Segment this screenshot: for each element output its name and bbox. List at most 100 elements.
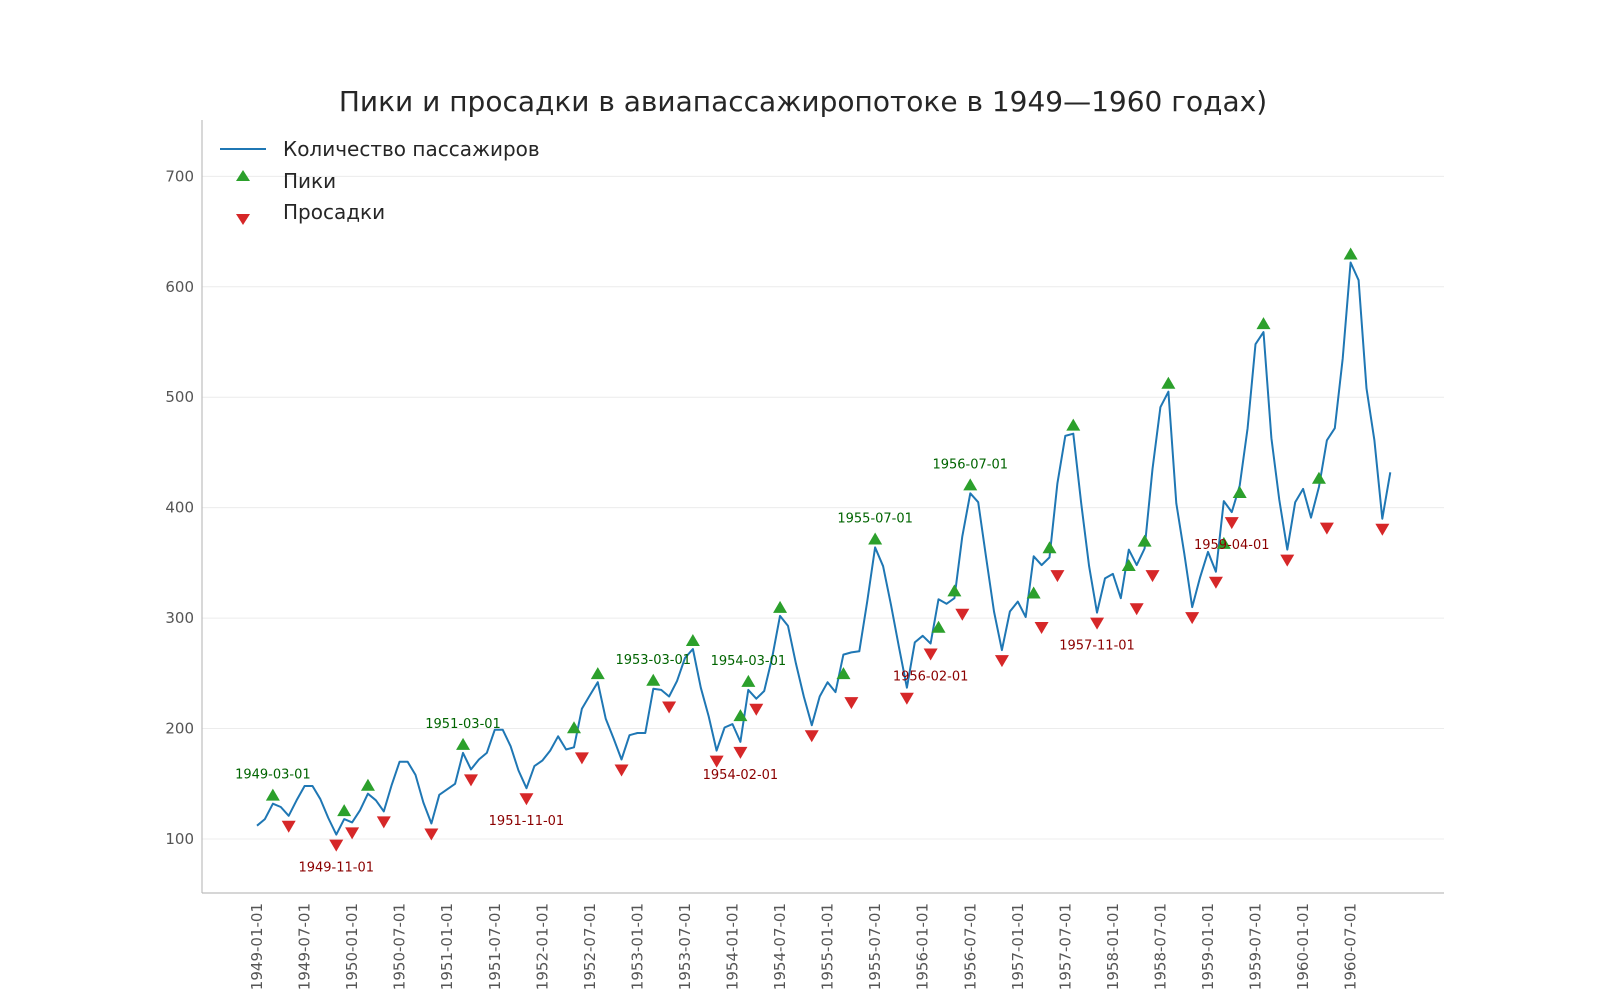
peak-annotation: 1953-03-01	[615, 653, 691, 668]
trough-marker	[574, 752, 589, 765]
trough-marker	[1375, 523, 1390, 536]
peak-marker	[1026, 586, 1041, 599]
y-tick-label: 400	[165, 499, 194, 517]
legend-label-peaks: Пики	[283, 169, 336, 193]
trough-marker	[899, 692, 914, 705]
peak-marker	[868, 532, 883, 545]
peak-marker	[360, 778, 375, 791]
y-tick-label: 200	[165, 720, 194, 738]
peak-marker	[1216, 536, 1231, 549]
peak-marker	[1343, 247, 1358, 260]
trough-marker	[1034, 622, 1049, 635]
x-tick-label: 1958-01-01	[1104, 903, 1122, 990]
trough-marker	[329, 839, 344, 852]
peak-marker	[646, 673, 661, 686]
y-axis-ticks: 100 200 300 400 500 600 700	[165, 167, 194, 848]
trough-marker	[955, 608, 970, 621]
trough-annotation: 1957-11-01	[1059, 639, 1135, 654]
peak-marker	[947, 584, 962, 597]
peak-marker	[1161, 376, 1176, 389]
y-tick-label: 300	[165, 609, 194, 627]
peak-marker	[590, 667, 605, 680]
y-tick-label: 600	[165, 278, 194, 296]
trough-marker	[1208, 576, 1223, 589]
chart-title: Пики и просадки в авиапассажиропотоке в …	[339, 85, 1267, 118]
annotations: 1949-03-01 1949-11-01 1951-03-01 1951-11-01…	[235, 457, 1269, 875]
x-tick-label: 1954-07-01	[771, 903, 789, 990]
x-tick-label: 1952-07-01	[581, 903, 599, 990]
trough-marker	[1050, 570, 1065, 583]
peak-marker	[963, 478, 978, 491]
x-tick-label: 1957-01-01	[1009, 903, 1027, 990]
x-tick-label: 1957-07-01	[1056, 903, 1074, 990]
trough-marker	[463, 774, 478, 787]
peak-annotation: 1956-07-01	[932, 457, 1008, 472]
trough-marker	[709, 755, 724, 768]
passenger-series	[256, 261, 1392, 836]
trough-annotation: 1954-02-01	[703, 768, 779, 783]
x-tick-label: 1960-07-01	[1342, 903, 1360, 990]
trough-marker	[994, 655, 1009, 668]
peak-marker	[265, 788, 280, 801]
x-tick-label: 1953-07-01	[676, 903, 694, 990]
x-tick-label: 1951-07-01	[486, 903, 504, 990]
peak-annotation: 1949-03-01	[235, 768, 311, 783]
peak-marker	[733, 709, 748, 722]
peak-marker	[456, 737, 471, 750]
x-tick-label: 1959-01-01	[1199, 903, 1217, 990]
y-tick-label: 500	[165, 388, 194, 406]
x-tick-label: 1951-01-01	[438, 903, 456, 990]
trough-marker	[614, 764, 629, 777]
x-tick-label: 1955-01-01	[819, 903, 837, 990]
x-tick-label: 1959-07-01	[1247, 903, 1265, 990]
trough-marker	[1319, 522, 1334, 535]
peak-marker	[337, 804, 352, 817]
x-tick-label: 1956-07-01	[961, 903, 979, 990]
trough-marker	[1280, 554, 1295, 567]
x-tick-label: 1952-01-01	[533, 903, 551, 990]
trough-marker	[733, 746, 748, 759]
x-tick-label: 1949-01-01	[248, 903, 266, 990]
peak-annotation: 1955-07-01	[837, 511, 913, 526]
legend-peak-swatch	[236, 170, 250, 181]
x-axis-ticks: 1949-01-01 1949-07-01 1950-01-01 1950-07-01…	[248, 903, 1360, 990]
trough-annotation: 1951-11-01	[489, 814, 565, 829]
peak-marker	[1232, 486, 1247, 499]
peak-marker	[773, 600, 788, 613]
peak-annotation: 1954-03-01	[711, 654, 787, 669]
trough-annotation: 1956-02-01	[893, 670, 969, 685]
y-tick-label: 700	[165, 167, 194, 185]
trough-marker	[1145, 570, 1160, 583]
trough-marker	[376, 816, 391, 829]
x-tick-label: 1956-01-01	[914, 903, 932, 990]
trough-marker	[1185, 612, 1200, 625]
trough-marker	[749, 703, 764, 716]
grid-lines	[202, 175, 1444, 840]
x-tick-label: 1950-01-01	[343, 903, 361, 990]
x-tick-label: 1953-01-01	[628, 903, 646, 990]
legend-label-passengers: Количество пассажиров	[283, 137, 540, 161]
trough-marker	[345, 827, 360, 840]
peak-marker	[931, 620, 946, 633]
y-tick-label: 100	[165, 830, 194, 848]
legend-label-troughs: Просадки	[283, 200, 385, 224]
trough-marker	[662, 701, 677, 714]
trough-annotation: 1949-11-01	[298, 861, 374, 876]
x-tick-label: 1949-07-01	[296, 903, 314, 990]
peak-marker	[1256, 317, 1271, 330]
peak-marker	[1137, 534, 1152, 547]
peak-marker	[1066, 418, 1081, 431]
trough-marker	[804, 730, 819, 743]
axes	[201, 120, 1444, 894]
peak-marker	[685, 634, 700, 647]
peak-marker	[836, 667, 851, 680]
legend-trough-swatch	[236, 214, 250, 225]
x-tick-label: 1950-07-01	[391, 903, 409, 990]
trough-annotation: 1959-04-01	[1194, 538, 1270, 553]
trough-marker	[844, 697, 859, 710]
trough-markers	[281, 517, 1390, 852]
peak-annotation: 1951-03-01	[425, 717, 501, 732]
trough-marker	[424, 828, 439, 841]
